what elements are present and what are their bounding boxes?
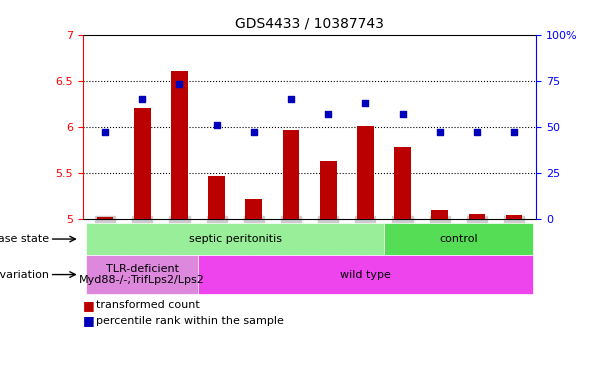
Bar xyxy=(283,131,299,219)
Point xyxy=(286,96,296,102)
Point xyxy=(249,129,259,135)
Bar xyxy=(506,215,522,219)
Bar xyxy=(432,210,448,219)
Text: transformed count: transformed count xyxy=(96,300,200,310)
Text: genotype/variation: genotype/variation xyxy=(0,270,49,280)
Bar xyxy=(245,199,262,219)
Text: percentile rank within the sample: percentile rank within the sample xyxy=(96,316,284,326)
Point xyxy=(360,100,370,106)
Point xyxy=(509,129,519,135)
Point xyxy=(472,129,482,135)
Bar xyxy=(394,147,411,219)
Bar xyxy=(208,175,225,219)
Point xyxy=(100,129,110,135)
Point xyxy=(137,96,147,102)
Bar xyxy=(357,126,374,219)
Text: TLR-deficient
Myd88-/-;TrifLps2/Lps2: TLR-deficient Myd88-/-;TrifLps2/Lps2 xyxy=(79,264,205,285)
Bar xyxy=(320,161,337,219)
Point xyxy=(323,111,333,117)
Point xyxy=(211,122,221,128)
Text: control: control xyxy=(439,234,478,244)
Point xyxy=(435,129,444,135)
Point xyxy=(175,81,185,88)
Point xyxy=(398,111,408,117)
Bar xyxy=(468,214,485,219)
Title: GDS4433 / 10387743: GDS4433 / 10387743 xyxy=(235,17,384,31)
Text: disease state: disease state xyxy=(0,234,49,244)
Bar xyxy=(171,71,188,219)
Text: septic peritonitis: septic peritonitis xyxy=(189,234,282,244)
Bar xyxy=(134,108,151,219)
Bar xyxy=(97,217,113,219)
Text: ■: ■ xyxy=(83,299,94,312)
Text: ■: ■ xyxy=(83,314,94,327)
Text: wild type: wild type xyxy=(340,270,390,280)
